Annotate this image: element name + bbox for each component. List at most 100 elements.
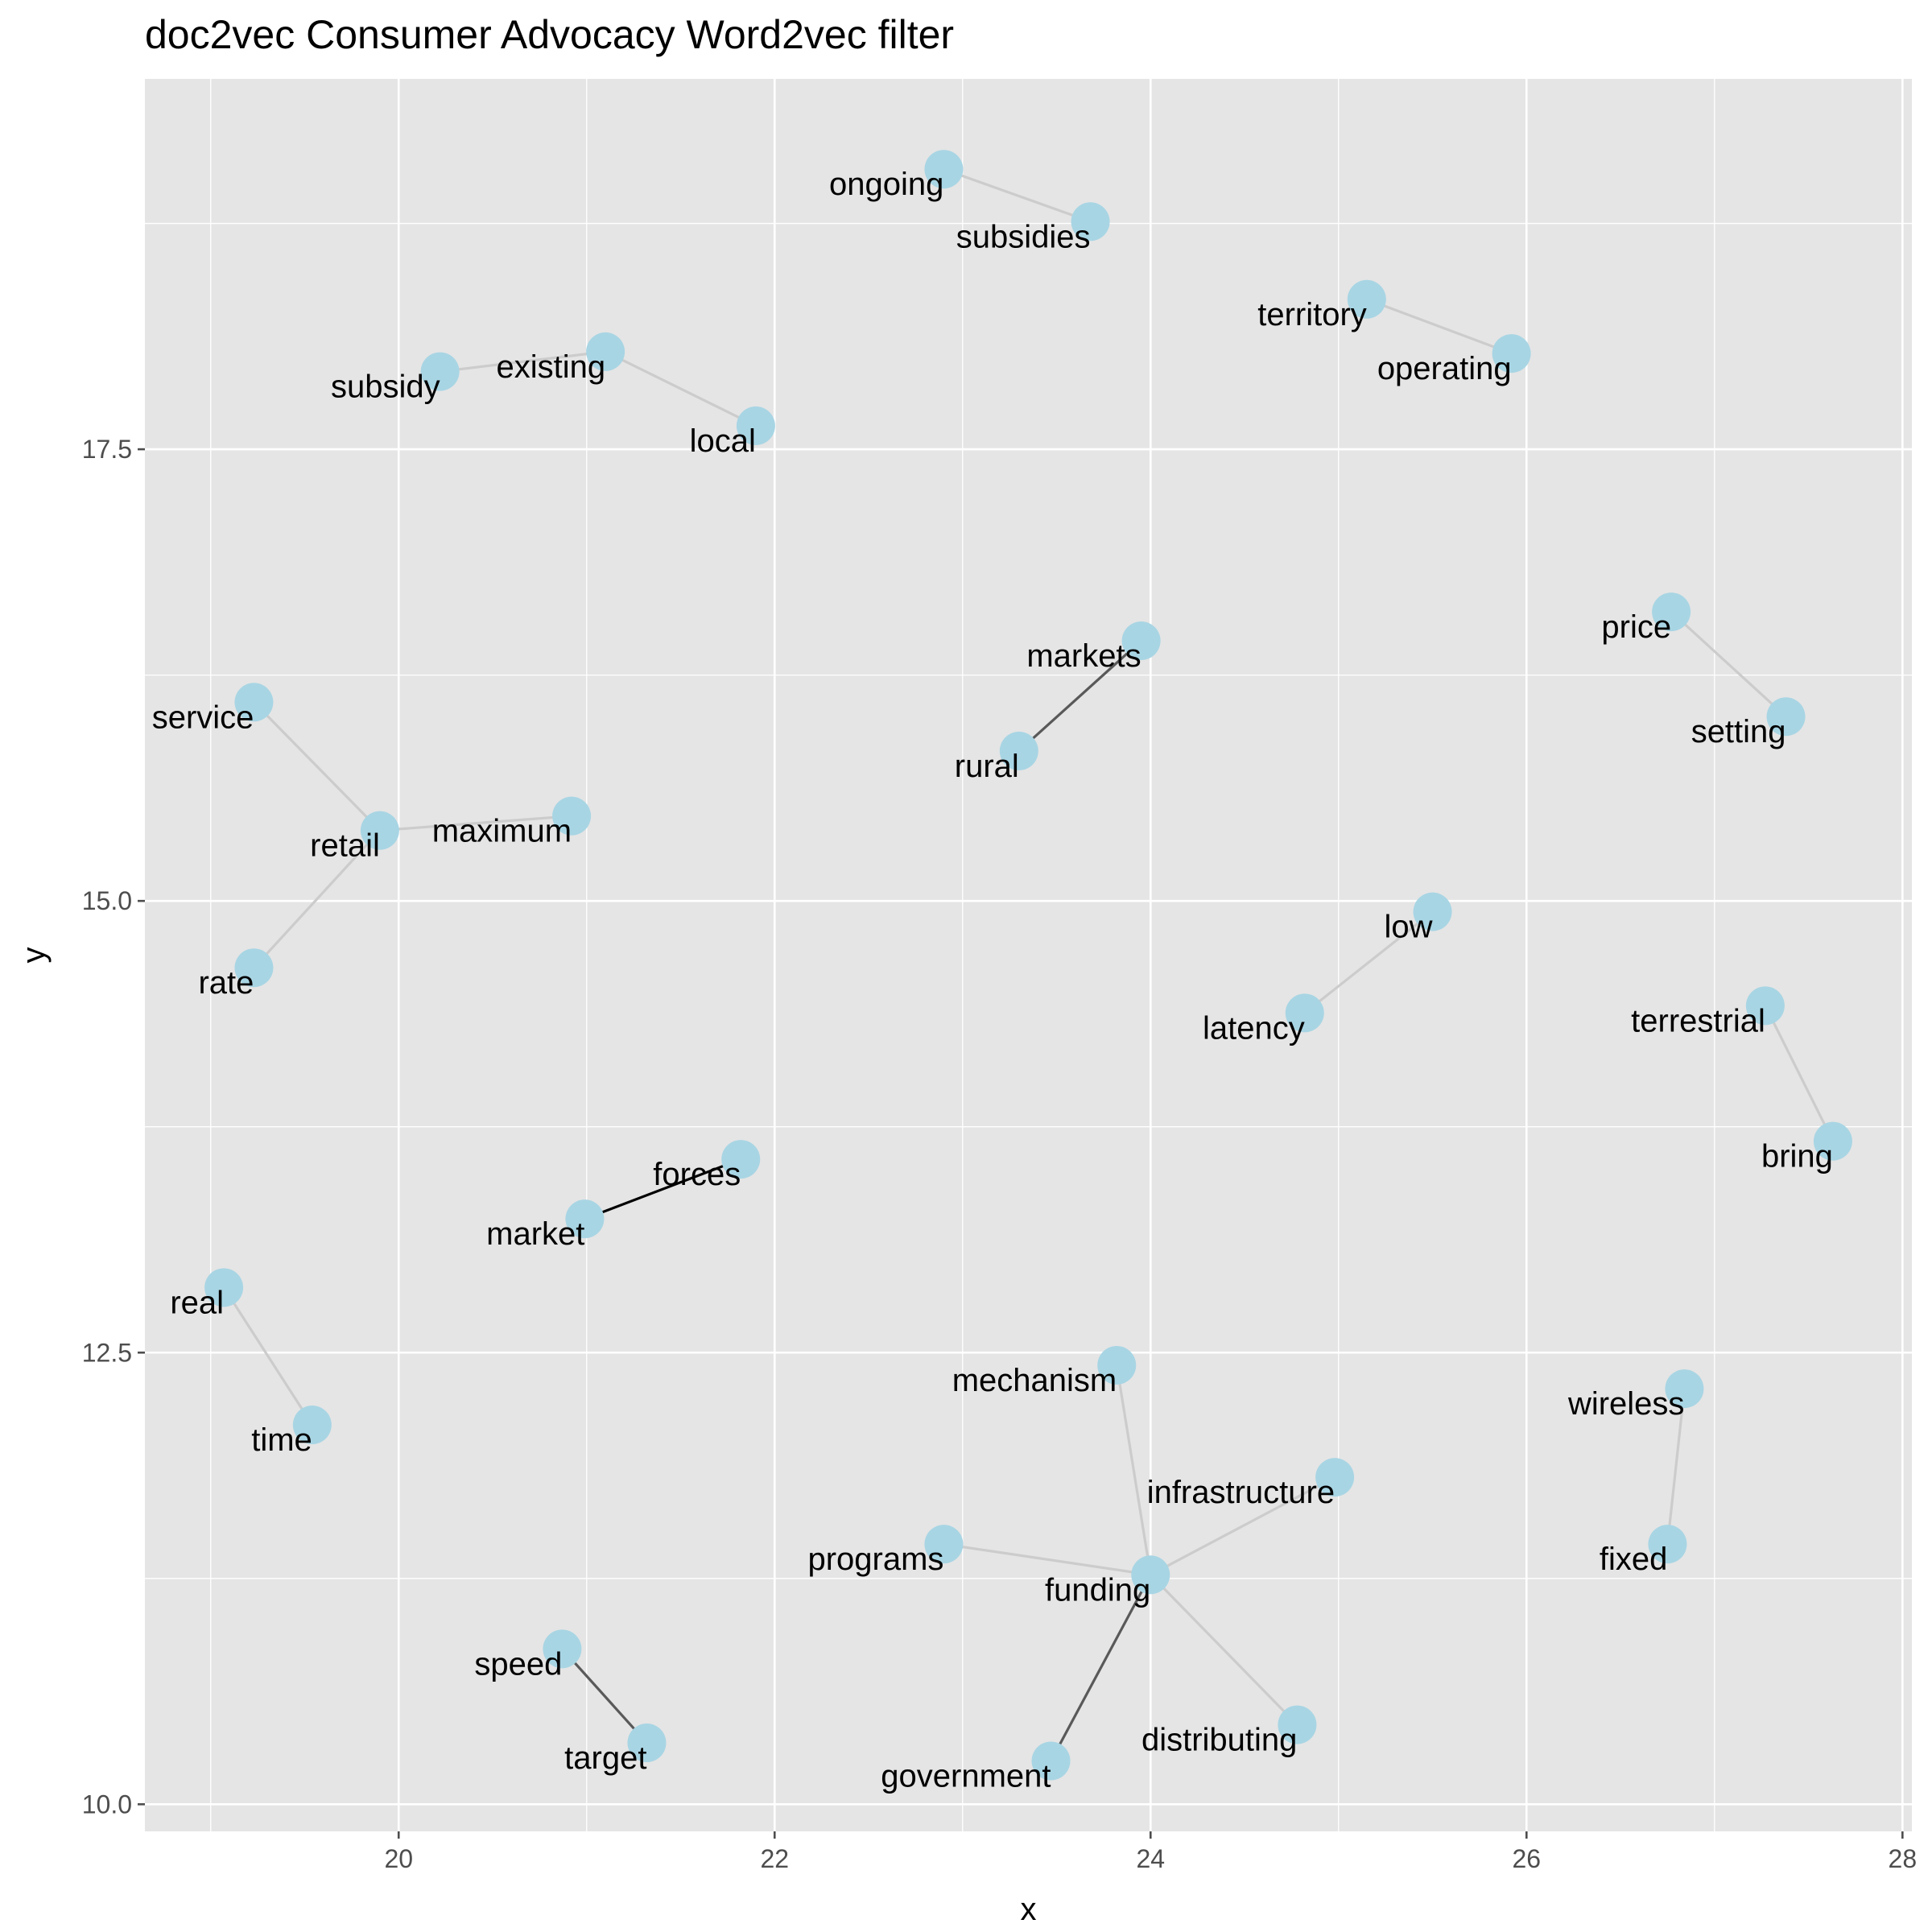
grid-lines	[145, 79, 1912, 1831]
point-label-funding: funding	[1045, 1572, 1150, 1608]
point-government	[1031, 1741, 1071, 1781]
point-label-rate: rate	[198, 965, 254, 1001]
point-markets	[1121, 621, 1161, 660]
chart-title: doc2vec Consumer Advocacy Word2vec filte…	[145, 12, 954, 57]
edge-subsidy-existing	[440, 350, 606, 374]
point-label-rural: rural	[955, 749, 1019, 784]
point-target	[627, 1724, 667, 1763]
point-operating	[1492, 334, 1531, 374]
point-label-programs: programs	[807, 1542, 943, 1577]
point-bring	[1813, 1121, 1852, 1161]
point-rate	[234, 948, 274, 988]
edge-mechanism-funding	[1115, 1364, 1152, 1575]
point-label-fixed: fixed	[1600, 1542, 1668, 1577]
point-label-existing: existing	[496, 349, 605, 385]
edge-real-time	[222, 1286, 314, 1426]
edge-price-setting	[1670, 610, 1787, 718]
point-existing	[586, 332, 625, 371]
edge-market-forces	[584, 1158, 741, 1220]
point-label-low: low	[1385, 910, 1433, 945]
point-market	[565, 1199, 605, 1239]
edge-retail-maximum	[379, 815, 572, 832]
data-points	[204, 150, 1852, 1781]
point-real	[204, 1268, 244, 1307]
point-infrastructure	[1315, 1458, 1355, 1497]
point-fixed	[1648, 1525, 1687, 1564]
point-speed	[543, 1629, 582, 1669]
point-label-ongoing: ongoing	[829, 167, 943, 202]
edge-existing-local	[605, 350, 757, 427]
point-subsidy	[420, 352, 460, 391]
point-retail	[360, 811, 399, 850]
y-axis-title: y	[16, 947, 52, 964]
point-label-territory: territory	[1257, 297, 1367, 332]
edge-lines	[222, 167, 1835, 1762]
x-tick-label: 26	[1513, 1844, 1542, 1873]
point-label-maximum: maximum	[432, 814, 572, 849]
point-mechanism	[1097, 1345, 1137, 1385]
edge-retail-rate	[253, 829, 382, 969]
point-label-operating: operating	[1377, 351, 1512, 386]
point-label-setting: setting	[1691, 714, 1786, 749]
point-label-market: market	[486, 1216, 584, 1252]
point-label-wireless: wireless	[1567, 1386, 1684, 1422]
point-local	[736, 406, 775, 445]
edge-rural-markets	[1018, 639, 1142, 753]
point-label-speed: speed	[474, 1646, 562, 1682]
point-label-service: service	[152, 700, 254, 735]
x-tick-label: 28	[1889, 1844, 1918, 1873]
point-maximum	[552, 796, 592, 836]
point-label-bring: bring	[1761, 1139, 1833, 1174]
point-territory	[1347, 279, 1386, 319]
point-label-markets: markets	[1026, 638, 1141, 674]
point-forces	[721, 1140, 761, 1179]
point-latency	[1285, 993, 1324, 1033]
y-tick-label: 17.5	[82, 435, 132, 464]
point-wireless	[1665, 1369, 1704, 1409]
point-programs	[924, 1525, 964, 1564]
point-label-mechanism: mechanism	[952, 1363, 1117, 1398]
point-subsidies	[1071, 202, 1110, 242]
point-label-retail: retail	[310, 828, 380, 864]
point-label-latency: latency	[1203, 1010, 1305, 1046]
point-time	[292, 1406, 332, 1445]
point-label-target: target	[564, 1740, 646, 1776]
axes: 20 22 24 26 28 10.0 12.5 15.0 17.5	[82, 435, 1917, 1873]
point-label-distributing: distributing	[1141, 1723, 1297, 1758]
point-price	[1652, 592, 1691, 632]
x-tick-label: 22	[760, 1844, 789, 1873]
point-label-price: price	[1601, 609, 1671, 645]
point-label-subsidies: subsidies	[956, 219, 1091, 254]
edge-funding-distributing	[1150, 1574, 1298, 1726]
edge-funding-government	[1050, 1574, 1152, 1762]
edge-territory-operating	[1366, 298, 1513, 355]
y-tick-label: 10.0	[82, 1790, 132, 1818]
point-label-infrastructure: infrastructure	[1147, 1475, 1335, 1510]
y-tick-label: 15.0	[82, 886, 132, 915]
point-label-forces: forces	[653, 1157, 741, 1192]
point-label-government: government	[881, 1758, 1051, 1794]
point-setting	[1766, 697, 1806, 737]
edge-service-retail	[253, 701, 382, 832]
edge-latency-low	[1303, 910, 1434, 1014]
point-label-real: real	[170, 1285, 224, 1320]
edge-programs-funding	[943, 1542, 1151, 1576]
point-ongoing	[924, 150, 964, 189]
point-service	[234, 683, 274, 722]
y-tick-label: 12.5	[82, 1338, 132, 1367]
edge-wireless-fixed	[1666, 1388, 1686, 1545]
point-funding	[1131, 1555, 1170, 1595]
edge-infrastructure-funding	[1150, 1476, 1335, 1576]
edge-terrestrial-bring	[1764, 1005, 1835, 1142]
point-label-local: local	[690, 423, 756, 459]
x-axis-title: x	[1021, 1892, 1037, 1927]
point-low	[1413, 892, 1452, 931]
edge-ongoing-subsidies	[943, 167, 1092, 223]
x-tick-label: 24	[1136, 1844, 1165, 1873]
point-label-time: time	[251, 1422, 312, 1458]
point-label-terrestrial: terrestrial	[1631, 1003, 1765, 1038]
point-rural	[999, 731, 1038, 770]
point-terrestrial	[1745, 986, 1785, 1026]
point-distributing	[1278, 1705, 1317, 1744]
